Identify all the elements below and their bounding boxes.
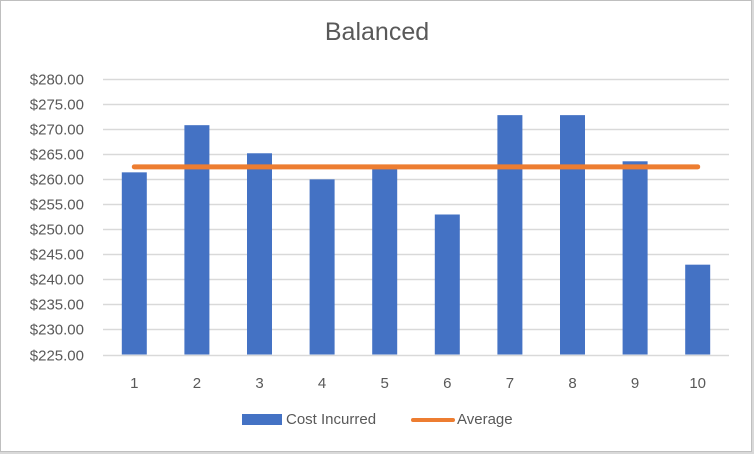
bar-cost-incurred[interactable] [434, 214, 460, 355]
y-tick-label: $245.00 [30, 247, 84, 264]
y-tick-label: $260.00 [30, 172, 84, 189]
bar-cost-incurred[interactable] [622, 161, 648, 355]
x-tick-label: 7 [506, 375, 514, 392]
y-tick-label: $225.00 [30, 348, 84, 365]
x-tick-label: 8 [568, 375, 576, 392]
y-tick-label: $235.00 [30, 297, 84, 314]
chart-title: Balanced [324, 18, 430, 46]
bar-swatch-icon [242, 414, 282, 425]
x-tick-label: 3 [255, 375, 263, 392]
y-tick-label: $250.00 [30, 222, 84, 239]
y-tick-label: $230.00 [30, 322, 84, 339]
bar-cost-incurred[interactable] [184, 125, 210, 355]
x-tick-label: 10 [689, 375, 706, 392]
bar-cost-incurred[interactable] [372, 168, 398, 355]
bar-cost-incurred[interactable] [685, 264, 711, 355]
y-tick-label: $270.00 [30, 122, 84, 139]
x-tick-label: 4 [318, 375, 326, 392]
y-tick-label: $255.00 [30, 197, 84, 214]
legend-item-average[interactable]: Average [411, 411, 513, 428]
x-tick-label: 9 [631, 375, 639, 392]
bar-cost-incurred[interactable] [560, 115, 585, 355]
x-tick-label: 1 [130, 375, 138, 392]
x-tick-label: 2 [193, 375, 201, 392]
legend-label: Cost Incurred [286, 411, 377, 428]
bar-cost-incurred[interactable] [309, 179, 335, 355]
y-tick-label: $280.00 [30, 72, 84, 89]
legend-label: Average [457, 411, 513, 428]
bar-cost-incurred[interactable] [247, 153, 272, 355]
line-swatch-icon [411, 417, 455, 422]
legend-item-cost-incurred[interactable]: Cost Incurred [242, 411, 376, 428]
x-tick-label: 5 [381, 375, 389, 392]
y-tick-label: $265.00 [30, 147, 84, 164]
y-tick-label: $275.00 [30, 97, 84, 114]
legend: Cost Incurred Average [0, 411, 754, 433]
bar-cost-incurred[interactable] [121, 172, 147, 355]
y-tick-label: $240.00 [30, 272, 84, 289]
bar-cost-incurred[interactable] [497, 115, 523, 355]
x-tick-label: 6 [443, 375, 451, 392]
